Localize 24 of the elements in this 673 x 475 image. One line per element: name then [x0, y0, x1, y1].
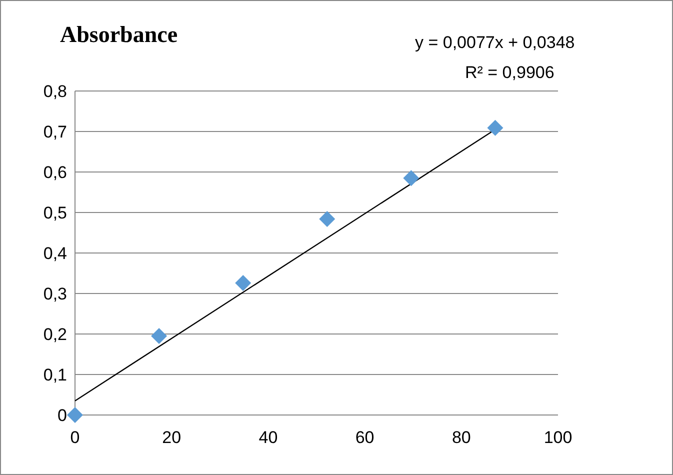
x-tick-label: 20 — [162, 428, 182, 447]
y-tick-label: 0,6 — [43, 162, 67, 182]
x-tick-label: 0 — [70, 428, 80, 447]
y-tick-label: 0,8 — [43, 82, 67, 101]
text: R² = 0,9906 — [465, 63, 554, 82]
point — [319, 210, 336, 227]
chart-title: Absorbance — [60, 22, 178, 47]
point — [235, 274, 252, 291]
x-tick-label: 60 — [355, 428, 374, 447]
y-tick-label: 0,3 — [43, 284, 67, 304]
y-tick-label: 0,4 — [43, 244, 67, 263]
x-tick-label: 40 — [258, 428, 278, 447]
y-tick-label: 0,2 — [43, 324, 67, 344]
point — [403, 170, 420, 186]
y-tick-label: 0 — [58, 406, 67, 425]
point — [67, 407, 83, 423]
x-tick-label: 100 — [544, 428, 572, 447]
x-tick-label: 80 — [452, 428, 471, 447]
y-tick-label: 0,1 — [43, 365, 67, 384]
point — [151, 328, 168, 344]
y-tick-label: 0,5 — [43, 203, 67, 222]
y-tick-label: 0,7 — [43, 122, 67, 142]
point — [487, 120, 504, 136]
text: y = 0,0077x + 0,0348 — [415, 33, 575, 52]
